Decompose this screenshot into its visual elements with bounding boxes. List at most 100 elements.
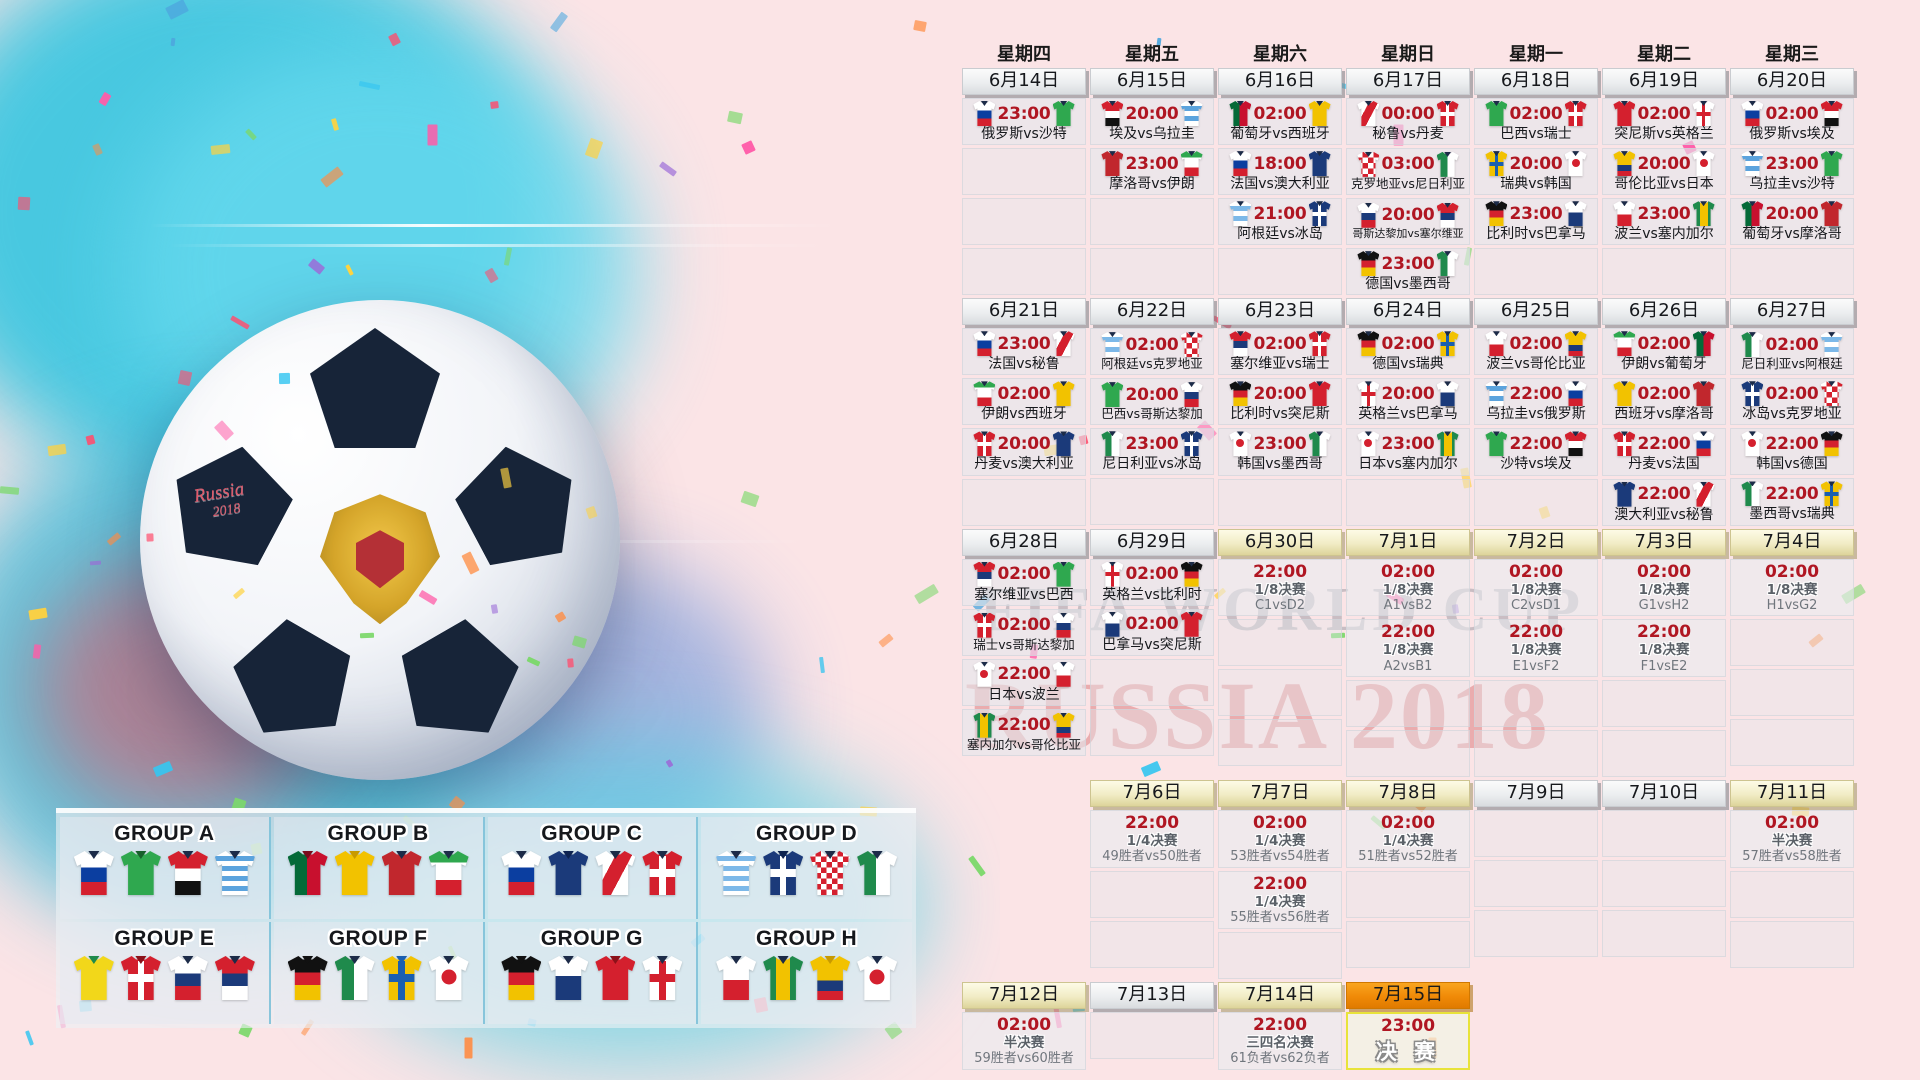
date-header[interactable]: 7月15日 xyxy=(1346,981,1470,1009)
group-match-cell[interactable]: 02:00 波兰vs哥伦比亚 xyxy=(1474,328,1598,376)
knockout-match-cell[interactable]: 22:00 1/8决赛 C1vsD2 xyxy=(1218,558,1342,617)
date-header[interactable]: 6月15日 xyxy=(1090,68,1214,95)
final-match-cell[interactable]: 23:00 决 赛 xyxy=(1346,1011,1470,1070)
date-header[interactable]: 7月10日 xyxy=(1602,780,1726,808)
group-match-cell[interactable]: 02:00 冰岛vs克罗地亚 xyxy=(1730,378,1854,426)
date-header[interactable]: 6月29日 xyxy=(1090,528,1214,556)
date-header[interactable]: 7月12日 xyxy=(962,981,1086,1009)
group-match-cell[interactable]: 23:00 韩国vs墨西哥 xyxy=(1218,428,1342,476)
group-match-cell[interactable]: 22:00 丹麦vs法国 xyxy=(1602,428,1726,476)
group-match-cell[interactable]: 23:00 波兰vs塞内加尔 xyxy=(1602,198,1726,246)
group-match-cell[interactable]: 23:00 德国vs墨西哥 xyxy=(1346,248,1470,296)
group-match-cell[interactable]: 02:00 葡萄牙vs西班牙 xyxy=(1218,98,1342,146)
date-header[interactable]: 6月27日 xyxy=(1730,298,1854,326)
group-match-cell[interactable]: 02:00 巴拿马vs突尼斯 xyxy=(1090,608,1214,656)
group-match-cell[interactable]: 22:00 墨西哥vs瑞典 xyxy=(1730,478,1854,526)
group-match-cell[interactable]: 22:00 澳大利亚vs秘鲁 xyxy=(1602,478,1726,526)
group-match-cell[interactable]: 02:00 伊朗vs葡萄牙 xyxy=(1602,328,1726,376)
date-header[interactable]: 6月30日 xyxy=(1218,528,1342,556)
date-header[interactable]: 6月23日 xyxy=(1218,298,1342,326)
date-header[interactable]: 6月16日 xyxy=(1218,68,1342,95)
date-header[interactable]: 6月25日 xyxy=(1474,298,1598,326)
knockout-match-cell[interactable]: 22:00 1/4决赛 55胜者vs56胜者 xyxy=(1218,871,1342,929)
group-jersey-row xyxy=(287,851,469,895)
knockout-match-cell[interactable]: 02:00 1/8决赛 C2vsD1 xyxy=(1474,558,1598,617)
date-header[interactable]: 7月14日 xyxy=(1218,981,1342,1009)
group-match-cell[interactable]: 22:00 日本vs波兰 xyxy=(962,658,1086,706)
date-header[interactable]: 6月17日 xyxy=(1346,68,1470,95)
group-match-cell[interactable]: 20:00 比利时vs突尼斯 xyxy=(1218,378,1342,426)
group-match-cell[interactable]: 20:00 埃及vs乌拉圭 xyxy=(1090,98,1214,146)
group-match-cell[interactable]: 02:00 突尼斯vs英格兰 xyxy=(1602,98,1726,146)
group-match-cell[interactable]: 20:00 哥斯达黎加vs塞尔维亚 xyxy=(1346,198,1470,246)
match-round: 半决赛 xyxy=(1771,833,1813,850)
group-match-cell[interactable]: 20:00 哥伦比亚vs日本 xyxy=(1602,148,1726,196)
group-match-cell[interactable]: 20:00 巴西vs哥斯达黎加 xyxy=(1090,378,1214,426)
group-match-cell[interactable]: 20:00 葡萄牙vs摩洛哥 xyxy=(1730,198,1854,246)
date-header[interactable]: 6月26日 xyxy=(1602,298,1726,326)
group-match-cell[interactable]: 22:00 塞内加尔vs哥伦比亚 xyxy=(962,708,1086,756)
group-match-cell[interactable]: 02:00 巴西vs瑞士 xyxy=(1474,98,1598,146)
date-header[interactable]: 6月18日 xyxy=(1474,68,1598,95)
jersey-body xyxy=(1357,431,1380,457)
date-header[interactable]: 7月1日 xyxy=(1346,528,1470,556)
group-match-cell[interactable]: 23:00 俄罗斯vs沙特 xyxy=(962,98,1086,146)
group-match-cell[interactable]: 02:00 尼日利亚vs阿根廷 xyxy=(1730,328,1854,376)
group-match-cell[interactable]: 23:00 日本vs塞内加尔 xyxy=(1346,428,1470,476)
group-match-cell[interactable]: 23:00 摩洛哥vs伊朗 xyxy=(1090,148,1214,196)
knockout-match-cell[interactable]: 02:00 半决赛 59胜者vs60胜者 xyxy=(962,1011,1086,1070)
jersey-collar xyxy=(1316,331,1324,337)
group-match-cell[interactable]: 02:00 西班牙vs摩洛哥 xyxy=(1602,378,1726,426)
knockout-match-cell[interactable]: 22:00 1/8决赛 F1vsE2 xyxy=(1602,619,1726,678)
group-match-cell[interactable]: 22:00 沙特vs埃及 xyxy=(1474,428,1598,476)
knockout-match-cell[interactable]: 22:00 1/8决赛 E1vsF2 xyxy=(1474,619,1598,678)
match-row: 22:00 xyxy=(1604,481,1724,507)
date-header[interactable]: 7月11日 xyxy=(1730,780,1854,808)
knockout-match-cell[interactable]: 02:00 1/8决赛 H1vsG2 xyxy=(1730,558,1854,617)
date-header[interactable]: 7月4日 xyxy=(1730,528,1854,556)
knockout-match-cell[interactable]: 02:00 1/8决赛 A1vsB2 xyxy=(1346,558,1470,617)
group-match-cell[interactable]: 02:00 伊朗vs西班牙 xyxy=(962,378,1086,426)
date-header[interactable]: 7月2日 xyxy=(1474,528,1598,556)
knockout-match-cell[interactable]: 22:00 1/4决赛 49胜者vs50胜者 xyxy=(1090,810,1214,868)
group-match-cell[interactable]: 20:00 瑞典vs韩国 xyxy=(1474,148,1598,196)
group-match-cell[interactable]: 21:00 阿根廷vs冰岛 xyxy=(1218,198,1342,246)
date-header[interactable]: 6月20日 xyxy=(1730,68,1854,95)
group-match-cell[interactable]: 02:00 阿根廷vs克罗地亚 xyxy=(1090,328,1214,376)
group-match-cell[interactable]: 00:00 秘鲁vs丹麦 xyxy=(1346,98,1470,146)
group-match-cell[interactable]: 02:00 德国vs瑞典 xyxy=(1346,328,1470,376)
date-header[interactable]: 6月21日 xyxy=(962,298,1086,326)
date-header[interactable]: 7月9日 xyxy=(1474,780,1598,808)
knockout-match-cell[interactable]: 02:00 1/8决赛 G1vsH2 xyxy=(1602,558,1726,617)
group-match-cell[interactable]: 18:00 法国vs澳大利亚 xyxy=(1218,148,1342,196)
date-header[interactable]: 7月3日 xyxy=(1602,528,1726,556)
group-match-cell[interactable]: 23:00 法国vs秘鲁 xyxy=(962,328,1086,376)
knockout-match-cell[interactable]: 02:00 1/4决赛 51胜者vs52胜者 xyxy=(1346,810,1470,868)
group-match-cell[interactable]: 23:00 尼日利亚vs冰岛 xyxy=(1090,428,1214,476)
group-match-cell[interactable]: 02:00 塞尔维亚vs瑞士 xyxy=(1218,328,1342,376)
group-match-cell[interactable]: 02:00 俄罗斯vs埃及 xyxy=(1730,98,1854,146)
date-header[interactable]: 7月7日 xyxy=(1218,780,1342,808)
group-match-cell[interactable]: 22:00 乌拉圭vs俄罗斯 xyxy=(1474,378,1598,426)
date-header[interactable]: 6月28日 xyxy=(962,528,1086,556)
knockout-match-cell[interactable]: 22:00 三四名决赛 61负者vs62负者 xyxy=(1218,1011,1342,1070)
date-header[interactable]: 6月22日 xyxy=(1090,298,1214,326)
group-match-cell[interactable]: 02:00 塞尔维亚vs巴西 xyxy=(962,558,1086,606)
date-header[interactable]: 7月13日 xyxy=(1090,981,1214,1009)
group-match-cell[interactable]: 20:00 英格兰vs巴拿马 xyxy=(1346,378,1470,426)
group-match-cell[interactable]: 20:00 丹麦vs澳大利亚 xyxy=(962,428,1086,476)
group-match-cell[interactable]: 03:00 克罗地亚vs尼日利亚 xyxy=(1346,148,1470,196)
group-match-cell[interactable]: 02:00 英格兰vs比利时 xyxy=(1090,558,1214,606)
group-match-cell[interactable]: 02:00 瑞士vs哥斯达黎加 xyxy=(962,608,1086,656)
date-header[interactable]: 7月8日 xyxy=(1346,780,1470,808)
knockout-match-cell[interactable]: 22:00 1/8决赛 A2vsB1 xyxy=(1346,619,1470,678)
knockout-match-cell[interactable]: 02:00 半决赛 57胜者vs58胜者 xyxy=(1730,810,1854,868)
date-header[interactable]: 6月24日 xyxy=(1346,298,1470,326)
group-match-cell[interactable]: 23:00 乌拉圭vs沙特 xyxy=(1730,148,1854,196)
knockout-match-cell[interactable]: 02:00 1/4决赛 53胜者vs54胜者 xyxy=(1218,810,1342,868)
date-header[interactable]: 6月19日 xyxy=(1602,68,1726,95)
group-match-cell[interactable]: 22:00 韩国vs德国 xyxy=(1730,428,1854,476)
date-header[interactable]: 7月6日 xyxy=(1090,780,1214,808)
date-header[interactable]: 6月14日 xyxy=(962,68,1086,95)
group-match-cell[interactable]: 23:00 比利时vs巴拿马 xyxy=(1474,198,1598,246)
